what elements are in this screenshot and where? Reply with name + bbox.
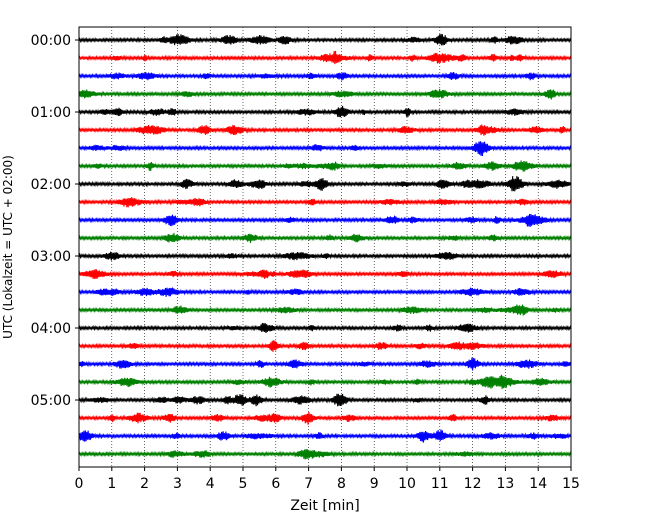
y-tick-label: 02:00 [31, 177, 71, 193]
trace-row [78, 71, 572, 81]
trace-row [78, 105, 572, 118]
trace-row [78, 251, 572, 261]
trace-row [78, 50, 572, 65]
plot-frame [78, 26, 572, 468]
plot-background [79, 27, 571, 467]
x-tick-label: 6 [271, 476, 280, 492]
trace-row [78, 304, 572, 316]
trace-row [78, 269, 572, 280]
x-tick-label: 2 [140, 476, 149, 492]
x-axis-title: Zeit [min] [290, 498, 359, 514]
trace-row [78, 160, 572, 172]
y-tick-label: 04:00 [31, 321, 71, 337]
x-tick-label: 14 [529, 476, 547, 492]
y-axis: 00:00 01:00 02:00 03:00 04:00 05:00 [31, 33, 79, 409]
trace-row [78, 176, 572, 192]
x-tick-label: 13 [496, 476, 514, 492]
x-tick-label: 9 [370, 476, 379, 492]
y-axis-title: UTC (Lokalzeit = UTC + 02:00) [1, 155, 15, 339]
x-tick-label: 11 [431, 476, 449, 492]
y-tick-label: 05:00 [31, 393, 71, 409]
x-tick-label: 15 [562, 476, 580, 492]
x-tick-label: 5 [239, 476, 248, 492]
trace-row [78, 323, 572, 334]
x-tick-label: 10 [398, 476, 416, 492]
trace-row [78, 357, 572, 371]
trace-row [78, 340, 572, 352]
trace-row [78, 88, 572, 100]
trace-row [78, 141, 572, 157]
trace-row [78, 287, 572, 297]
trace-row [78, 197, 572, 208]
trace-row [78, 374, 572, 389]
y-tick-label: 00:00 [31, 33, 71, 49]
trace-row [78, 412, 572, 425]
x-tick-label: 3 [173, 476, 182, 492]
x-tick-label: 7 [304, 476, 313, 492]
trace-row [78, 124, 572, 136]
trace-row [78, 213, 572, 227]
seismogram-traces [78, 33, 572, 460]
x-tick-label: 0 [75, 476, 84, 492]
trace-row [78, 448, 572, 460]
x-tick-label: 1 [107, 476, 116, 492]
trace-row [78, 393, 572, 407]
y-tick-label: 01:00 [31, 105, 71, 121]
x-tick-label: 8 [337, 476, 346, 492]
y-tick-label: 03:00 [31, 249, 71, 265]
x-tick-label: 12 [464, 476, 482, 492]
x-tick-label: 4 [206, 476, 215, 492]
vertical-gridlines [111, 27, 539, 467]
trace-row [78, 33, 572, 46]
trace-row [78, 232, 572, 244]
trace-row [78, 429, 572, 443]
x-axis: 0 1 2 3 4 5 6 7 8 9 10 11 12 13 14 15 [75, 467, 580, 492]
